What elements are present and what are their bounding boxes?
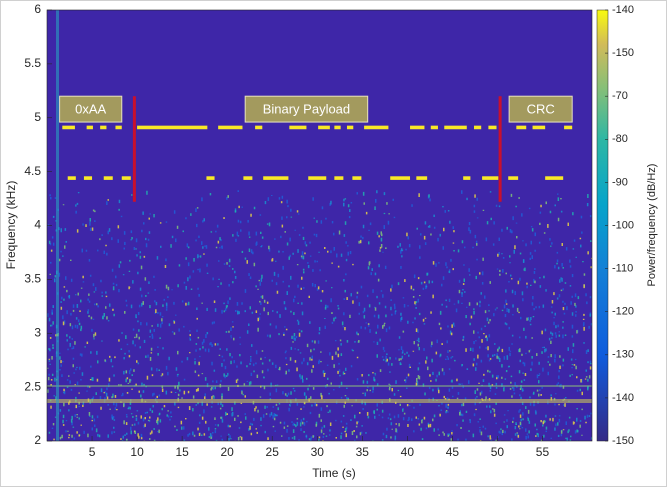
tone-segment bbox=[115, 125, 122, 130]
noise bbox=[47, 10, 592, 441]
tone-segment bbox=[121, 176, 131, 180]
tone-segment bbox=[410, 125, 425, 130]
x-tick-label: 55 bbox=[536, 445, 550, 459]
colorbar-tick-label: -140 bbox=[612, 392, 634, 404]
x-tick-label: 30 bbox=[311, 445, 325, 459]
noise-band bbox=[47, 385, 592, 387]
x-tick-label: 35 bbox=[356, 445, 370, 459]
x-tick-label: 15 bbox=[175, 445, 189, 459]
annotation-label: Binary Payload bbox=[263, 102, 350, 117]
tone-segment bbox=[488, 125, 497, 130]
tone-segment bbox=[308, 176, 327, 180]
tone-segment bbox=[473, 125, 482, 130]
annotation-label: 0xAA bbox=[75, 102, 106, 117]
x-tick-label: 50 bbox=[491, 445, 505, 459]
colorbar-tick-label: -70 bbox=[612, 90, 628, 102]
annotation-label: CRC bbox=[527, 102, 555, 117]
tone-segment bbox=[532, 125, 546, 130]
x-tick-label: 10 bbox=[130, 445, 144, 459]
y-tick-label: 4 bbox=[34, 218, 41, 232]
colorbar-tick-label: -130 bbox=[612, 349, 634, 361]
colorbar-tick-label: -140 bbox=[612, 4, 634, 16]
colorbar-tick-label: -150 bbox=[612, 47, 634, 59]
tone-segment bbox=[482, 176, 499, 180]
colorbar-tick-label: -110 bbox=[612, 263, 633, 275]
tone-segment bbox=[83, 176, 93, 180]
y-tick-label: 5.5 bbox=[24, 56, 41, 70]
y-tick-label: 4.5 bbox=[24, 164, 41, 178]
x-tick-label: 20 bbox=[220, 445, 234, 459]
tone-segment bbox=[206, 176, 215, 180]
y-tick-label: 5 bbox=[34, 110, 41, 124]
tone-segment bbox=[516, 125, 527, 130]
x-tick-label: 25 bbox=[266, 445, 280, 459]
annotation-box bbox=[244, 95, 369, 123]
tone-segment bbox=[346, 125, 354, 130]
tone-segment bbox=[444, 125, 467, 130]
tone-segment bbox=[545, 176, 564, 180]
tone-segment bbox=[352, 176, 362, 180]
tone-segment bbox=[62, 125, 75, 130]
colorbar-tick-label: -150 bbox=[612, 435, 634, 447]
y-tick-label: 6 bbox=[34, 2, 41, 16]
x-tick-label: 5 bbox=[89, 445, 96, 459]
tone-segment bbox=[334, 125, 341, 130]
plot-background bbox=[47, 10, 592, 441]
y-tick-label: 2.5 bbox=[24, 379, 41, 393]
y-tick-label: 3.5 bbox=[24, 272, 41, 286]
annotation-box bbox=[508, 95, 573, 123]
tone-segment bbox=[564, 125, 573, 130]
tone-segment bbox=[430, 125, 438, 130]
tone-segment bbox=[103, 176, 113, 180]
tone-segment bbox=[100, 125, 107, 130]
tone-segment bbox=[255, 125, 263, 130]
noise-column bbox=[56, 10, 59, 441]
annotation-box bbox=[59, 95, 123, 123]
colorbar-tick-label: -90 bbox=[612, 176, 628, 188]
tone-segment bbox=[86, 125, 93, 130]
colorbar-label: Power/frequency (dB/Hz) bbox=[646, 164, 658, 287]
y-tick-label: 3 bbox=[34, 325, 41, 339]
tone-segment bbox=[67, 176, 76, 180]
tone-segment bbox=[137, 125, 208, 130]
tone-segment bbox=[416, 176, 428, 180]
colorbar-tick-label: -80 bbox=[612, 133, 628, 145]
tone-segment bbox=[243, 176, 253, 180]
x-tick-label: 45 bbox=[446, 445, 460, 459]
tone-segment bbox=[318, 125, 330, 130]
noise-band bbox=[47, 399, 592, 403]
tone-segment bbox=[263, 176, 289, 180]
y-axis-label: Frequency (kHz) bbox=[4, 181, 18, 270]
tone-segment bbox=[364, 125, 389, 130]
tone-segment bbox=[289, 125, 307, 130]
x-tick-label: 40 bbox=[401, 445, 415, 459]
y-tick-label: 2 bbox=[34, 433, 41, 447]
x-axis-label: Time (s) bbox=[312, 466, 356, 480]
colorbar-tick-label: -120 bbox=[612, 306, 634, 318]
tone-segment bbox=[390, 176, 411, 180]
colorbar-tick-label: -100 bbox=[612, 219, 634, 231]
tone-segment bbox=[508, 176, 519, 180]
tone-segment bbox=[218, 125, 243, 130]
tone-segment bbox=[463, 176, 471, 180]
tone-segment bbox=[334, 176, 344, 180]
